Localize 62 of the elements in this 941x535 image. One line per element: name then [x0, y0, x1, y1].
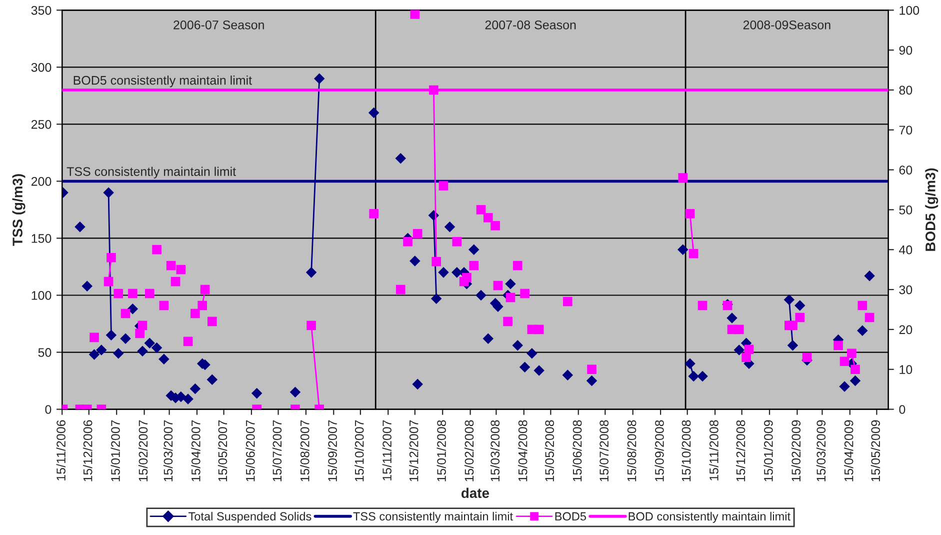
x-tick-label: 15/04/2009 [844, 420, 854, 482]
x-axis-title: date [462, 488, 490, 498]
x-tick-label: 15/12/2008 [736, 420, 746, 482]
y2-tick-label: 100 [900, 6, 920, 15]
y2-tick-label: 10 [900, 365, 912, 374]
x-tick-label: 15/02/2007 [138, 420, 148, 482]
y-tick-label: 200 [31, 177, 52, 186]
x-tick-label: 15/03/2008 [490, 420, 500, 482]
x-tick-label: 15/10/2007 [354, 420, 364, 482]
x-tick-label: 15/03/2007 [163, 420, 173, 482]
y-tick-label: 300 [31, 62, 52, 72]
y2-axis-title: BOD5 (g/m3) [925, 168, 938, 251]
annotation: 2006-07 Season [174, 20, 264, 30]
x-tick-label: 15/04/2008 [518, 420, 528, 482]
x-tick-label: 15/06/2007 [246, 420, 255, 482]
x-tick-label: 15/03/2009 [816, 420, 826, 482]
x-tick-label: 15/04/2007 [191, 420, 200, 482]
legend-label: TSS consistently maintain limit [353, 512, 513, 523]
y-axis-title: TSS (g/m3) [12, 174, 26, 246]
x-tick-label: 15/05/2007 [218, 420, 228, 482]
x-tick-label: 15/11/2006 [56, 420, 66, 480]
y-tick-label: 100 [32, 291, 52, 300]
y2-tick-label: 70 [899, 126, 912, 135]
x-tick-label: 15/12/2006 [83, 420, 92, 482]
x-tick-label: 15/02/2009 [791, 420, 801, 482]
y-tick-label: 350 [31, 6, 52, 15]
x-tick-label: 15/08/2007 [300, 420, 310, 482]
y-tick-label: 0 [45, 405, 52, 414]
y-tick-label: 150 [32, 234, 52, 243]
x-tick-label: 15/01/2007 [110, 420, 120, 482]
y2-tick-label: 50 [899, 206, 912, 214]
x-tick-label: 15/10/2008 [682, 420, 691, 482]
x-tick-label: 15/06/2008 [572, 420, 582, 482]
y2-tick-label: 90 [899, 46, 912, 55]
annotation: 2008-09Season [743, 20, 830, 30]
x-tick-label: 15/12/2007 [409, 420, 418, 482]
x-tick-label: 15/05/2009 [870, 420, 880, 482]
y2-tick-label: 60 [899, 166, 912, 174]
annotation: TSS consistently maintain limit [66, 166, 236, 178]
x-tick-label: 15/09/2007 [328, 420, 337, 482]
legend-label: BOD5 [555, 512, 586, 521]
legend-label: Total Suspended Solids [188, 512, 312, 523]
x-tick-label: 15/01/2008 [436, 420, 446, 482]
x-tick-label: 15/11/2008 [709, 420, 718, 480]
y2-tick-label: 20 [899, 325, 912, 334]
y2-tick-label: 30 [899, 285, 912, 294]
x-tick-label: 15/07/2007 [272, 420, 282, 482]
y2-tick-label: 40 [899, 245, 912, 254]
y2-tick-label: 0 [899, 405, 906, 414]
annotation: BOD5 consistently maintain limit [74, 76, 252, 88]
y-tick-label: 250 [31, 120, 52, 129]
x-tick-label: 15/11/2007 [382, 420, 392, 480]
x-tick-label: 15/02/2008 [464, 420, 474, 482]
x-tick-label: 15/08/2008 [627, 420, 636, 482]
x-tick-label: 15/07/2008 [599, 420, 609, 482]
x-tick-label: 15/05/2008 [544, 420, 554, 482]
x-tick-label: 15/01/2009 [764, 420, 773, 482]
y-tick-label: 50 [38, 348, 52, 357]
y2-tick-label: 80 [899, 86, 912, 95]
x-tick-label: 15/09/2008 [654, 420, 664, 482]
annotation: 2007-08 Season [485, 20, 576, 30]
legend-label: BOD consistently maintain limit [628, 512, 790, 523]
